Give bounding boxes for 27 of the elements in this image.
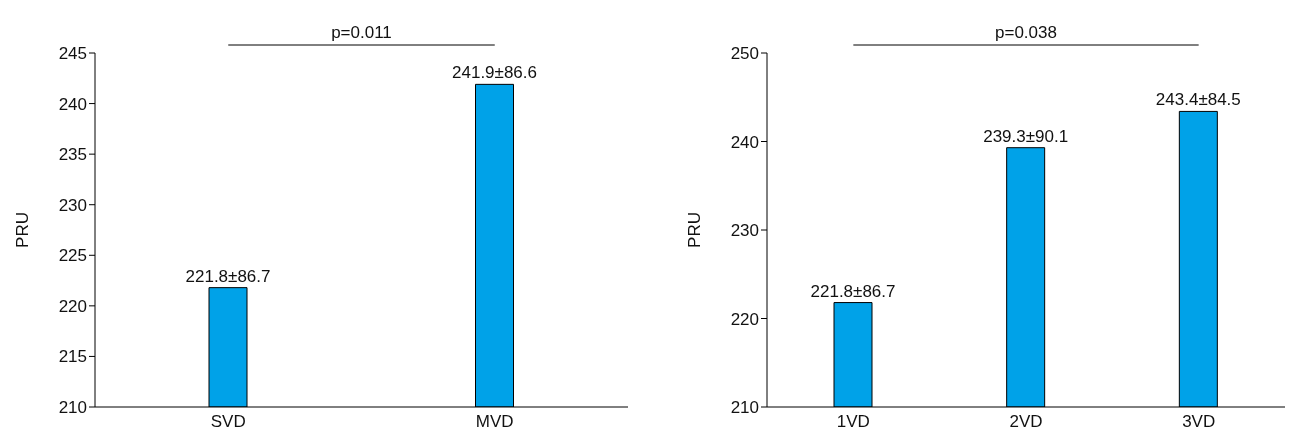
- y-tick-label: 245: [58, 44, 87, 64]
- y-tick-label: 225: [58, 246, 87, 266]
- y-tick-label: 230: [730, 221, 759, 241]
- y-tick-label: 215: [58, 347, 87, 367]
- x-tick-label: 3VD: [1182, 412, 1216, 432]
- y-tick-label: 240: [58, 94, 87, 114]
- y-tick-label: 210: [730, 398, 759, 418]
- y-tick-label: 240: [730, 132, 759, 152]
- data-label: 239.3±90.1: [983, 126, 1069, 146]
- x-tick-label: SVD: [210, 412, 246, 432]
- y-tick-label: 220: [730, 309, 759, 329]
- data-label: 241.9±86.6: [452, 63, 537, 83]
- y-axis-title: PRU: [685, 212, 705, 248]
- text: p=0.038: [995, 23, 1057, 42]
- data-label: 221.8±86.7: [810, 281, 896, 301]
- y-tick-label: 235: [58, 145, 87, 165]
- x-tick-label: MVD: [475, 412, 514, 432]
- text: p=0.011: [331, 23, 392, 42]
- y-tick-label: 250: [730, 44, 759, 64]
- data-label: 243.4±84.5: [1155, 90, 1241, 110]
- y-axis-title: PRU: [13, 212, 33, 248]
- y-tick-label: 210: [58, 398, 87, 418]
- x-tick-label: 2VD: [1009, 412, 1043, 432]
- y-tick-label: 230: [58, 195, 87, 215]
- x-tick-label: 1VD: [836, 412, 870, 432]
- data-label: 221.8±86.7: [185, 266, 271, 286]
- y-tick-label: 220: [58, 296, 87, 316]
